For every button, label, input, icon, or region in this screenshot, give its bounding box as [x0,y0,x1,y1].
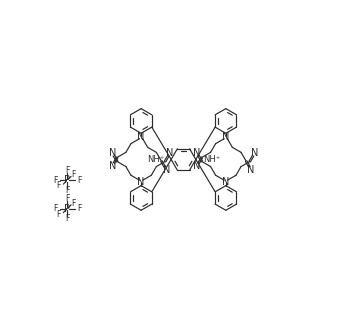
Text: P: P [64,204,70,214]
Text: F: F [65,166,69,175]
Text: F: F [77,176,82,185]
Text: N: N [222,132,229,142]
Text: F: F [53,204,57,213]
Text: F: F [53,176,57,185]
Text: N: N [247,165,255,175]
Text: N: N [163,165,170,175]
Text: F: F [65,214,69,223]
Text: F: F [71,170,76,179]
Text: N: N [251,148,258,158]
Text: P: P [64,175,70,185]
Text: N: N [137,132,145,142]
Text: F: F [65,194,69,203]
Text: NH⁺: NH⁺ [203,155,220,164]
Text: N: N [222,177,229,187]
Text: NH⁺: NH⁺ [147,155,164,164]
Text: N: N [193,148,200,158]
Text: F: F [57,210,61,219]
Text: F: F [57,181,61,190]
Text: N: N [193,161,200,171]
Text: F: F [65,186,69,195]
Text: N: N [108,161,116,171]
Text: N: N [108,148,116,158]
Text: F: F [71,199,76,208]
Text: F: F [77,204,82,213]
Text: N: N [166,148,174,158]
Text: N: N [137,177,145,187]
